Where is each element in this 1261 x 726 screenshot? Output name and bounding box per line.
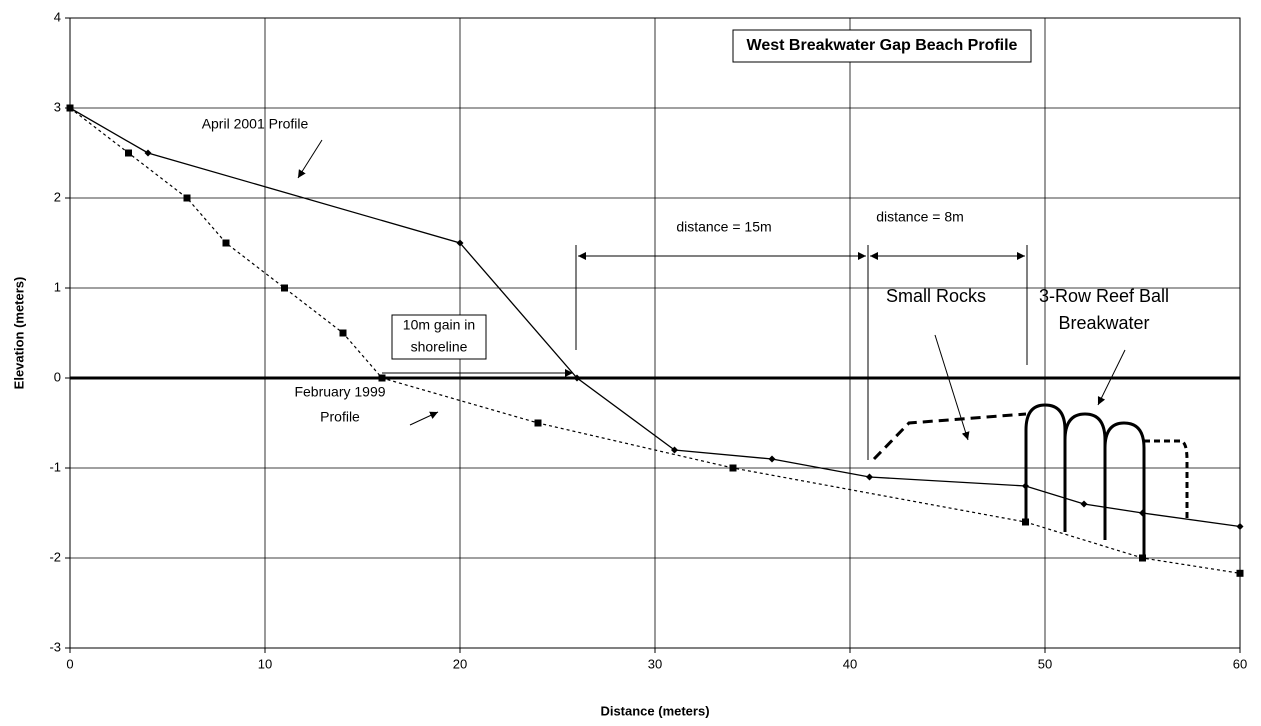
x-tick-label: 30 bbox=[648, 656, 662, 671]
annotation: 3-Row Reef Ball bbox=[1039, 286, 1169, 306]
x-tick-label: 0 bbox=[66, 656, 73, 671]
pointer-arrow bbox=[1097, 349, 1126, 406]
y-tick-label: -3 bbox=[49, 639, 61, 654]
marker bbox=[66, 104, 74, 112]
marker bbox=[1080, 500, 1088, 508]
reef-ball bbox=[1063, 412, 1107, 540]
title-box bbox=[732, 29, 1032, 63]
marker bbox=[456, 239, 464, 247]
series-line bbox=[69, 107, 1241, 574]
y-tick-label: 1 bbox=[54, 279, 61, 294]
x-tick-label: 50 bbox=[1038, 656, 1052, 671]
annotation: February 1999 bbox=[294, 384, 385, 400]
pointer-arrow bbox=[297, 139, 323, 179]
labels: 0 10 20 30 40 50 60 -3 -2 -1 0 1 2 3 4 West Breakwater … bbox=[49, 9, 1247, 671]
annotation-shapes bbox=[297, 29, 1189, 558]
marker bbox=[378, 374, 386, 382]
y-tick-label: -1 bbox=[49, 459, 61, 474]
x-tick-label: 60 bbox=[1233, 656, 1247, 671]
gain-box bbox=[391, 314, 487, 360]
marker bbox=[729, 464, 737, 472]
reef-ball bbox=[1024, 403, 1067, 532]
x-tick-label: 20 bbox=[453, 656, 467, 671]
marker bbox=[183, 194, 191, 202]
marker bbox=[222, 239, 230, 247]
x-axis-label: Distance (meters) bbox=[600, 703, 709, 718]
marker bbox=[144, 149, 152, 157]
x-tick-label: 40 bbox=[843, 656, 857, 671]
annotation: distance = 15m bbox=[676, 219, 771, 235]
y-tick-label: -2 bbox=[49, 549, 61, 564]
marker bbox=[1139, 509, 1146, 517]
series bbox=[66, 104, 1244, 577]
marker bbox=[1236, 523, 1244, 530]
marker bbox=[534, 419, 542, 427]
marker bbox=[573, 374, 581, 382]
annotation: Profile bbox=[320, 409, 360, 425]
reef-ball-extent bbox=[1144, 439, 1189, 518]
pointer-arrow bbox=[409, 411, 439, 426]
annotation: Breakwater bbox=[1058, 313, 1149, 333]
y-axis-label: Elevation (meters) bbox=[11, 277, 26, 390]
annotation: distance = 8m bbox=[876, 209, 964, 225]
marker bbox=[1139, 554, 1146, 562]
annotation: April 2001 Profile bbox=[202, 116, 309, 132]
annotation: 10m gain in bbox=[403, 317, 475, 333]
annotation: Small Rocks bbox=[886, 286, 986, 306]
y-tick-label: 2 bbox=[54, 189, 61, 204]
reef-ball bbox=[1103, 421, 1146, 558]
y-tick-label: 4 bbox=[54, 9, 61, 24]
marker bbox=[866, 473, 873, 481]
y-tick-label: 3 bbox=[54, 99, 61, 114]
pointer-arrow bbox=[934, 334, 970, 441]
annotation: shoreline bbox=[411, 339, 468, 355]
grid bbox=[65, 17, 1241, 653]
annotation: West Breakwater Gap Beach Profile bbox=[747, 37, 1018, 54]
marker bbox=[1022, 482, 1029, 490]
marker bbox=[339, 329, 347, 337]
marker bbox=[281, 284, 288, 292]
marker bbox=[768, 455, 776, 463]
y-tick-label: 0 bbox=[54, 369, 61, 384]
small-rocks bbox=[872, 412, 1027, 461]
x-tick-label: 10 bbox=[258, 656, 272, 671]
marker bbox=[1236, 569, 1244, 577]
marker bbox=[125, 149, 132, 157]
marker bbox=[671, 446, 678, 454]
marker bbox=[1022, 518, 1029, 526]
